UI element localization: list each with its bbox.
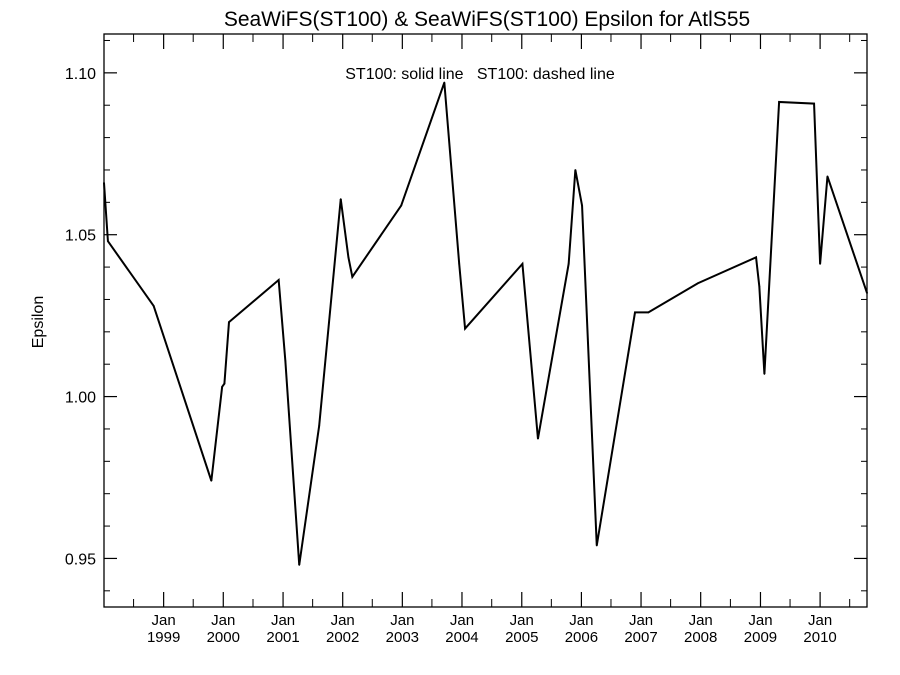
y-axis-label: Epsilon [30, 296, 47, 348]
x-tick-label-year: 2000 [207, 629, 240, 646]
series-line [103, 82, 868, 566]
chart-title: SeaWiFS(ST100) & SeaWiFS(ST100) Epsilon … [224, 8, 750, 31]
data-point [339, 198, 342, 201]
x-tick-label-year: 2003 [386, 629, 419, 646]
data-point [537, 437, 539, 440]
data-point [574, 169, 577, 171]
data-point [223, 382, 226, 385]
y-tick-label: 1.10 [65, 66, 96, 83]
data-point [647, 311, 650, 314]
x-tick-label-year: 2008 [684, 629, 717, 646]
axis-ticks [104, 34, 867, 607]
data-point [755, 256, 757, 259]
data-point [228, 321, 230, 324]
data-point [458, 262, 461, 265]
data-point [277, 279, 280, 281]
series-lines [103, 81, 868, 566]
data-point [758, 285, 761, 288]
line-style-annotation: ST100: solid line ST100: dashed line [345, 66, 615, 83]
data-point [763, 373, 766, 375]
data-point [221, 385, 224, 388]
data-point [634, 311, 636, 314]
data-point [298, 564, 301, 566]
data-point [284, 360, 287, 362]
y-tick-label: 0.95 [65, 551, 96, 568]
tick-labels: 0.951.001.051.10Jan1999Jan2000Jan2001Jan… [65, 66, 837, 646]
data-point [400, 204, 403, 207]
x-tick-label-month: Jan [152, 612, 176, 629]
data-point [152, 305, 155, 307]
data-point [210, 479, 213, 482]
x-tick-label-year: 1999 [147, 629, 180, 646]
x-tick-label-month: Jan [748, 612, 772, 629]
x-tick-label-month: Jan [629, 612, 653, 629]
data-point [819, 262, 822, 265]
data-point [351, 275, 354, 278]
data-point [813, 102, 815, 105]
x-tick-label-month: Jan [569, 612, 593, 629]
x-tick-label-year: 2005 [505, 629, 538, 646]
data-point [443, 81, 446, 84]
x-tick-label-month: Jan [271, 612, 295, 629]
x-tick-label-month: Jan [808, 612, 832, 629]
x-tick-label-year: 2004 [445, 629, 478, 646]
y-tick-label: 1.05 [65, 228, 96, 245]
x-tick-label-month: Jan [390, 612, 414, 629]
data-point [103, 182, 105, 184]
data-point [866, 292, 868, 294]
x-tick-label-month: Jan [450, 612, 474, 629]
x-tick-label-year: 2007 [624, 629, 657, 646]
data-point [347, 256, 350, 259]
data-point [464, 327, 466, 330]
data-point [107, 240, 109, 243]
x-tick-label-month: Jan [331, 612, 355, 629]
x-tick-label-month: Jan [510, 612, 534, 629]
data-point [567, 262, 570, 265]
plot-frame [103, 33, 868, 608]
x-tick-label-year: 2010 [803, 629, 836, 646]
x-tick-label-year: 2006 [565, 629, 598, 646]
x-tick-label-month: Jan [211, 612, 235, 629]
x-tick-label-month: Jan [689, 612, 713, 629]
data-point [581, 204, 583, 207]
y-tick-label: 1.00 [65, 390, 96, 407]
data-point [318, 424, 321, 427]
data-point [595, 544, 598, 547]
data-point [778, 101, 780, 103]
data-point [826, 175, 829, 178]
x-tick-label-year: 2002 [326, 629, 359, 646]
x-tick-label-year: 2009 [744, 629, 777, 646]
data-point [521, 262, 524, 265]
x-tick-label-year: 2001 [266, 629, 299, 646]
data-point [696, 282, 699, 285]
